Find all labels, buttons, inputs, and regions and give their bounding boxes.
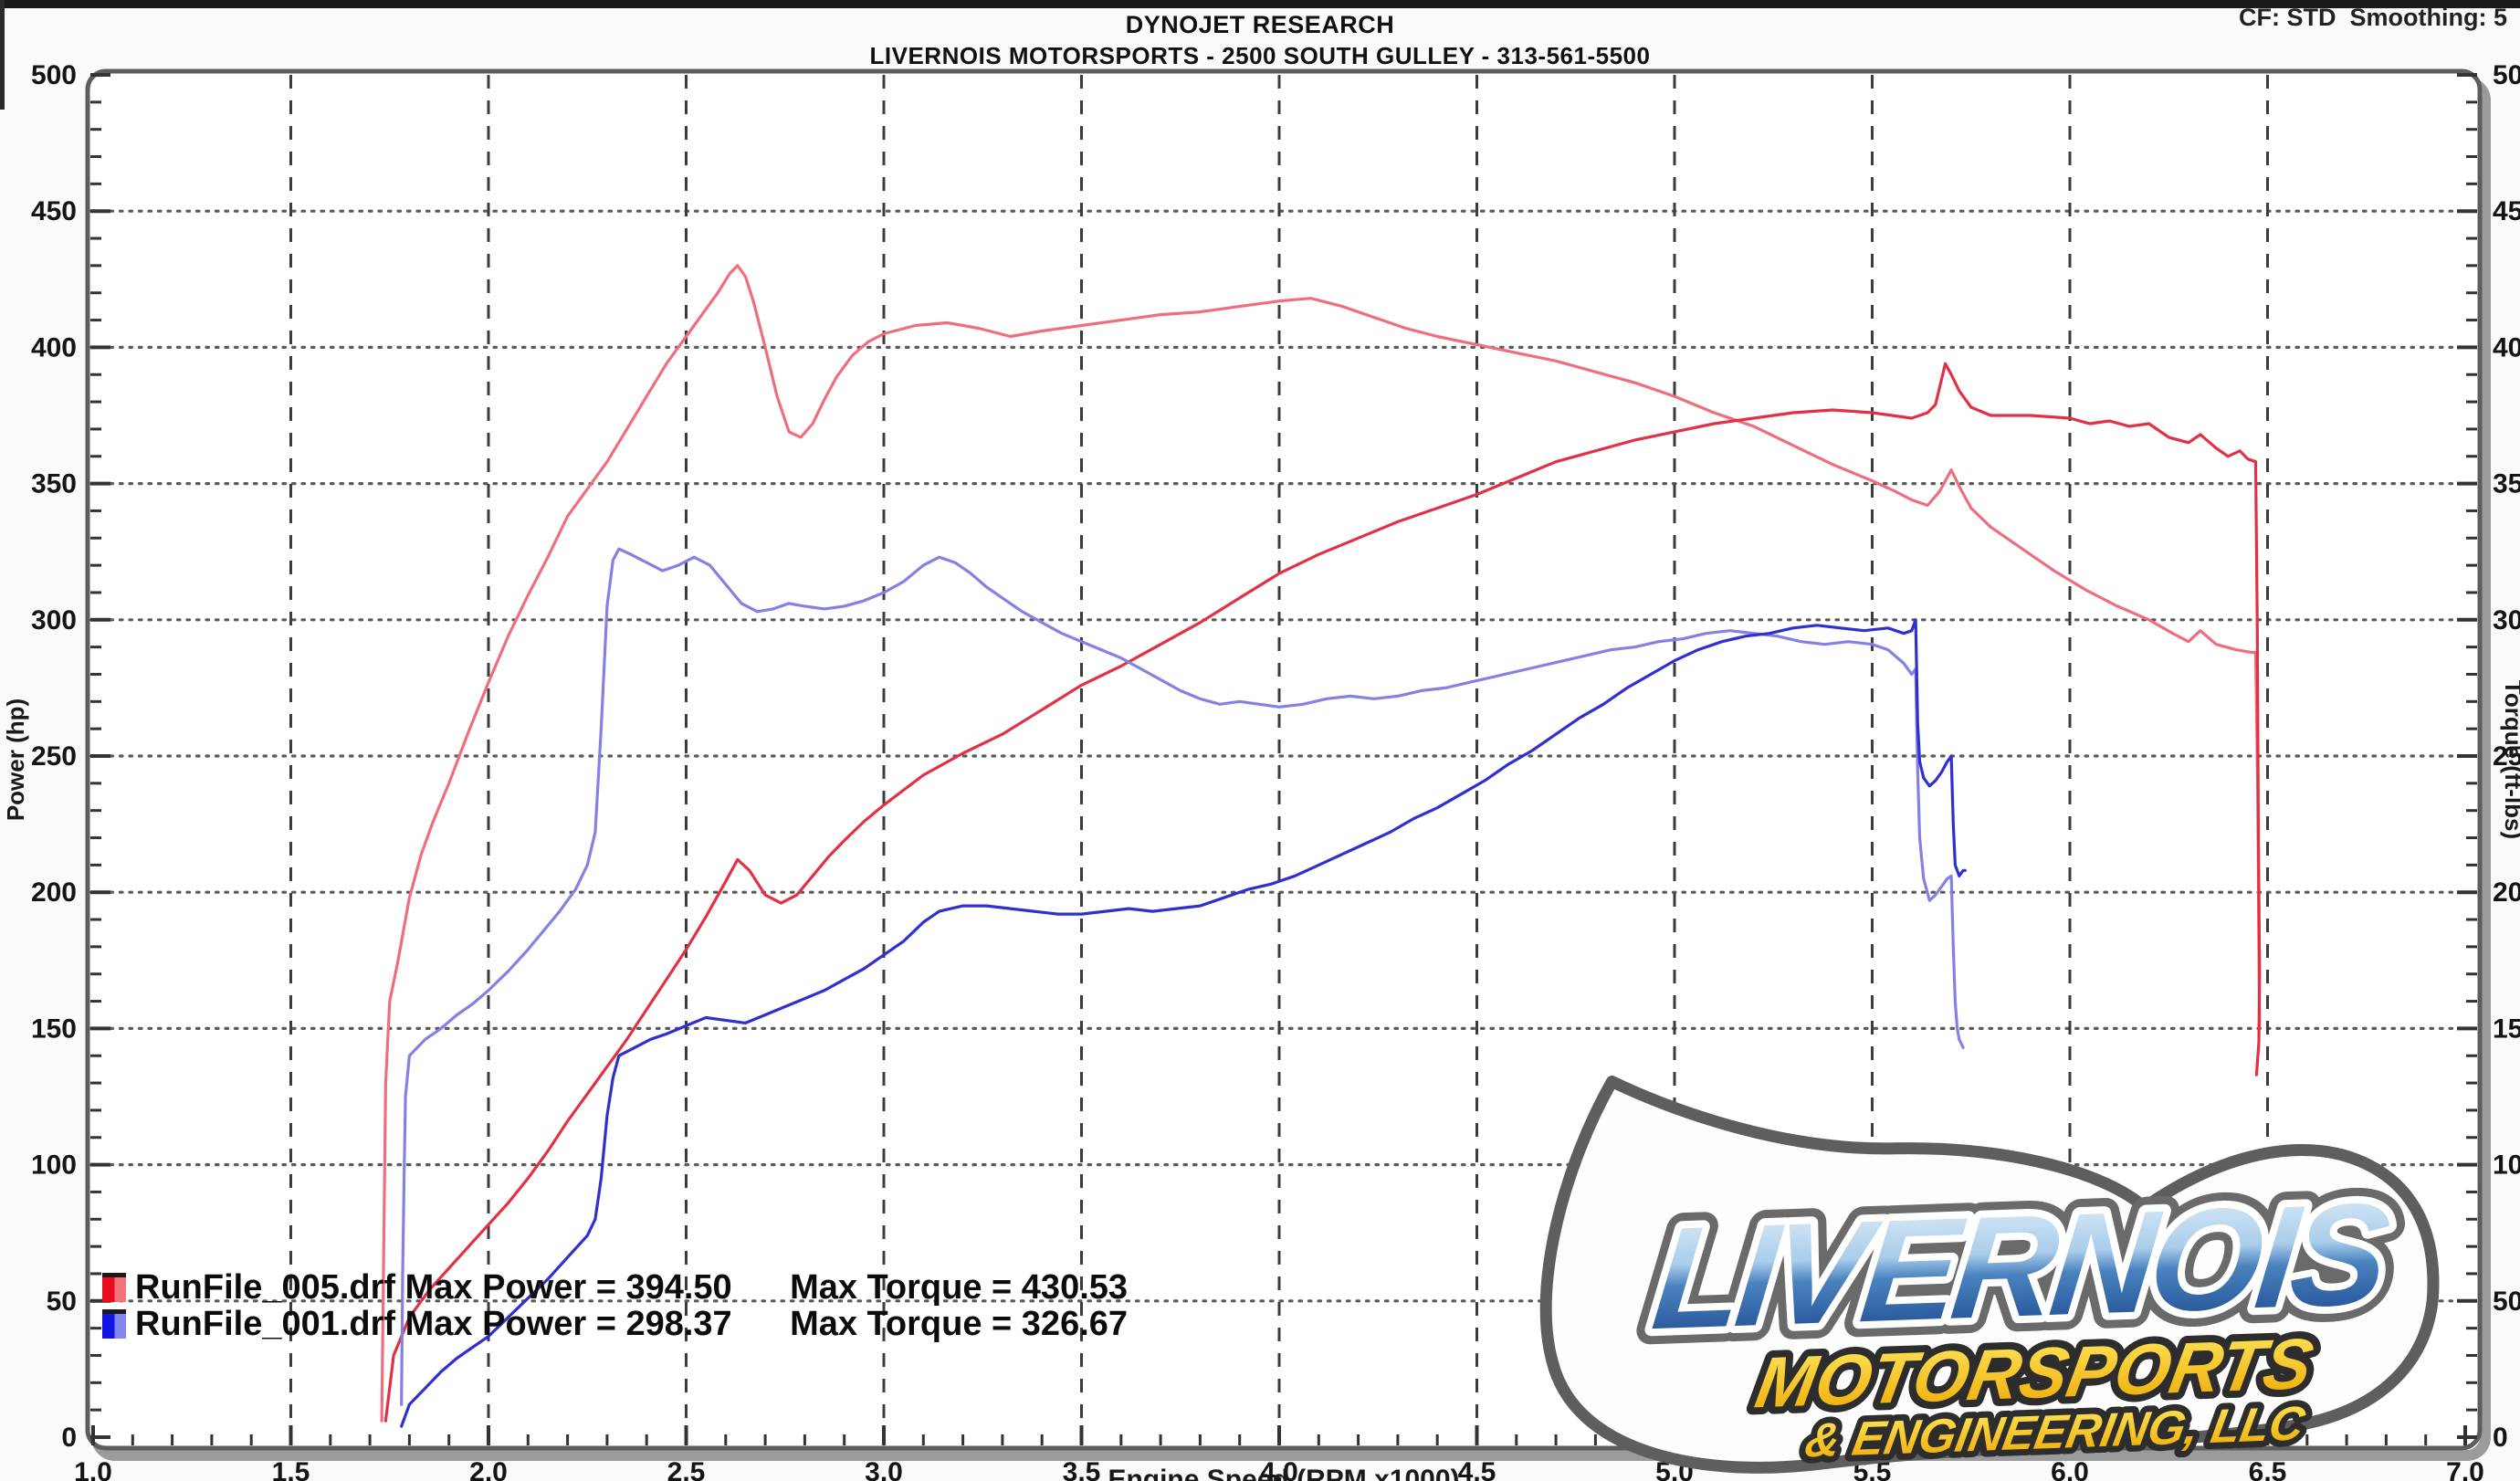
run005-max-power [395,1268,405,1308]
svg-text:200: 200 [2493,877,2520,908]
svg-text:150: 150 [2493,1014,2520,1044]
curve-runfile-001-drf-torque-ft-lbs- [400,547,1965,1406]
run005-max-torque-value: Max Torque = 430.53 [790,1267,1129,1307]
svg-text:50: 50 [2493,1287,2520,1317]
x-axis-tick-labels: 1.0 1.5 2.0 2.5 3.0 3.5 4.0 4.5 5.0 5.5 6.0 6.5 7.0 [74,1457,2484,1481]
svg-text:100: 100 [31,1150,77,1181]
dynojet-title: DYNOJET RESEARCH [1125,11,1395,38]
curve-runfile-001-drf-power-hp- [400,618,1967,1428]
svg-text:3.5: 3.5 [1063,1457,1101,1481]
logo-motorsports-text: MOTORSPORTS [1750,1323,2319,1423]
svg-text:500: 500 [2493,60,2520,90]
axis-ticks [90,73,2477,1445]
run001-file-label: RunFile_001.drf [135,1304,396,1343]
svg-text:350: 350 [31,469,77,499]
svg-text:6.5: 6.5 [2249,1457,2287,1481]
right-axis-tick-labels: 0 50 100 150 200 250 300 350 400 450 500 [2493,60,2520,1453]
logo-livernois-text: LIVERNOIS [1646,1171,2396,1360]
svg-text:100: 100 [2493,1150,2520,1181]
svg-text:2.5: 2.5 [667,1457,706,1481]
svg-text:200: 200 [31,877,77,908]
run001-max-power [395,1305,405,1344]
svg-text:1.5: 1.5 [272,1457,310,1481]
svg-text:350: 350 [2493,469,2520,499]
logo-swoosh-shape [1539,1076,2440,1474]
svg-text:2.0: 2.0 [469,1457,508,1481]
left-axis-tick-labels: 0 50 100 150 200 250 300 350 400 450 500 [31,60,77,1453]
power-axis-title: Power (hp) [2,698,29,821]
shop-address-line: LIVERNOIS MOTORSPORTS - 2500 SOUTH GULLE… [869,42,1651,69]
legend-row-run001: RunFile_001.drf Max Power = 298.37 Max T… [102,1304,1129,1344]
svg-text:300: 300 [31,605,77,635]
run001-max-torque-value: Max Torque = 326.67 [790,1304,1129,1343]
run005-gap [732,1268,790,1308]
svg-text:500: 500 [31,60,77,90]
svg-text:400: 400 [2493,332,2520,362]
svg-text:250: 250 [31,741,77,772]
svg-text:4.0: 4.0 [1260,1457,1298,1481]
svg-text:1.0: 1.0 [74,1457,112,1481]
torque-axis-title: Torque (ft-lbs) [2500,680,2520,839]
svg-text:450: 450 [2493,196,2520,226]
svg-text:300: 300 [2493,605,2520,635]
window-top-edge [0,0,2520,8]
run001-color-swatch-icon [102,1309,126,1339]
run005-color-swatch-icon [102,1273,126,1302]
correction-smoothing-info: CF: STD Smoothing: 5 [2239,4,2507,31]
logo-livernois-white: LIVERNOIS [1646,1171,2396,1360]
curve-runfile-005-drf-power-hp- [383,362,2262,1423]
svg-text:6.0: 6.0 [2051,1457,2089,1481]
dyno-curves [380,264,2262,1428]
svg-text:4.5: 4.5 [1458,1457,1496,1481]
curve-runfile-005-drf-torque-ft-lbs- [380,264,2262,1423]
svg-text:3.0: 3.0 [865,1457,903,1481]
svg-text:150: 150 [31,1014,77,1044]
svg-text:0: 0 [61,1423,77,1453]
window-left-edge [0,0,5,110]
svg-text:0: 0 [2493,1423,2508,1453]
run-legend: RunFile_005.drf Max Power = 394.50 Max T… [102,1267,1129,1344]
run001-max-power-value: Max Power = 298.37 [404,1304,732,1343]
rpm-axis-title: Engine Speed (RPM x1000) [1108,1465,1459,1481]
run001-gap [732,1305,790,1344]
svg-text:400: 400 [31,332,77,362]
run005-file-label: RunFile_005.drf [135,1267,396,1307]
svg-text:450: 450 [31,196,77,226]
svg-text:7.0: 7.0 [2446,1457,2484,1481]
run005-max-power-value: Max Power = 394.50 [404,1267,732,1307]
svg-text:250: 250 [2493,741,2520,772]
legend-row-run005: RunFile_005.drf Max Power = 394.50 Max T… [102,1267,1129,1308]
svg-text:50: 50 [47,1287,77,1317]
